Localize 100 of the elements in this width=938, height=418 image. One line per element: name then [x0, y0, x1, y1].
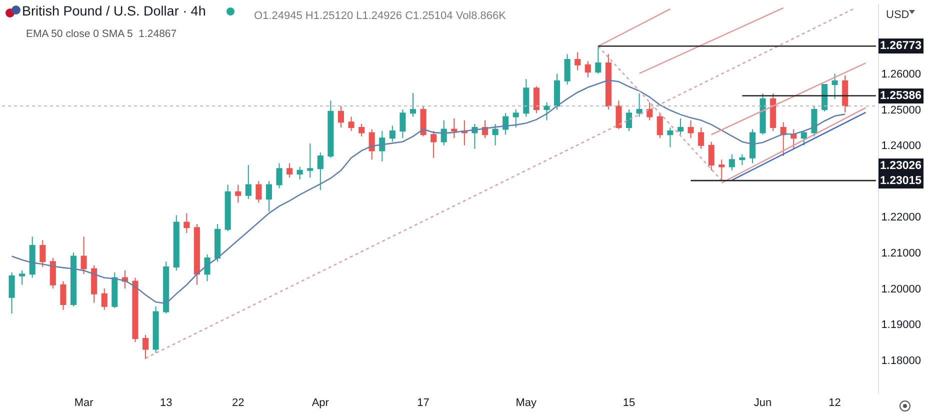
candlestick: [80, 236, 87, 275]
candlestick: [276, 162, 282, 189]
legend-label: 1.23015: [880, 175, 922, 187]
candlestick: [358, 123, 365, 137]
candlestick: [368, 128, 375, 160]
candlestick: [523, 78, 530, 118]
candlestick: [595, 46, 602, 74]
candlestick: [739, 154, 746, 166]
candlestick: [40, 240, 46, 268]
candlestick: [656, 112, 663, 139]
candlestick: [338, 105, 344, 128]
candlestick: [379, 130, 386, 162]
annotation: EMA 50 close 0 SMA 5 1.24867: [26, 28, 177, 40]
x-tick-label: 17: [417, 397, 430, 409]
candlestick: [451, 118, 458, 139]
candlestick: [184, 212, 190, 234]
candlestick: [29, 236, 36, 278]
candlestick: [780, 122, 786, 157]
series-label: 1.25386: [880, 90, 922, 102]
candlestick: [800, 130, 807, 146]
y-tick-label: 1.19000: [881, 319, 921, 332]
candlestick: [584, 60, 591, 78]
candlestick: [194, 224, 200, 286]
candlestick: [677, 118, 684, 136]
y-tick-label: 1.25000: [881, 104, 921, 116]
candlestick: [688, 120, 694, 139]
text: 1.23026: [880, 160, 922, 172]
y-tick-label: 1.24000: [881, 140, 921, 152]
candlestick: [245, 164, 252, 200]
candlestick: [307, 143, 314, 178]
candlestick: [616, 100, 622, 130]
candlestick: [8, 272, 15, 314]
y-tick-label: 1.21000: [881, 248, 921, 260]
candlestick: [152, 306, 159, 354]
x-tick-label: 15: [622, 397, 636, 409]
candlestick: [544, 102, 550, 121]
y-tick-label: 1.26000: [881, 68, 921, 81]
candlestick: [112, 272, 118, 309]
x-tick-label: Jun: [754, 397, 772, 409]
candlestick: [91, 264, 98, 304]
candlestick: [142, 334, 149, 360]
x-tick-label: Mar: [74, 397, 94, 409]
candlestick: [626, 109, 632, 132]
candlestick: [636, 92, 642, 118]
x-tick-label: 22: [232, 397, 244, 409]
candlestick: [286, 162, 293, 178]
x-tick-label: May: [516, 397, 538, 409]
candlestick: [224, 184, 231, 232]
candlestick: [564, 54, 570, 85]
candlestick: [646, 102, 653, 121]
chart-title: British Pound / U.S. Dollar · 4h: [22, 3, 206, 18]
candlestick: [266, 180, 272, 212]
candlestick: [811, 105, 818, 137]
candlestick: [348, 116, 354, 132]
x-tick-label: Apr: [312, 397, 330, 409]
candlestick: [502, 112, 509, 136]
x-tick-label: 12: [828, 397, 841, 409]
candlestick: [770, 92, 776, 132]
candlestick: [204, 254, 210, 282]
y-tick-label: 1.20000: [881, 283, 921, 296]
candlestick: [101, 288, 108, 310]
candlestick: [132, 277, 138, 343]
candlestick: [718, 159, 725, 182]
candlestick: [708, 141, 714, 171]
candlestick: [821, 84, 828, 112]
candlestick: [832, 73, 838, 100]
y-axis-title: USD: [886, 9, 910, 21]
candlestick: [410, 92, 416, 118]
candlestick: [728, 154, 735, 171]
candlestick: [256, 180, 262, 204]
candlestick: [70, 252, 77, 307]
candlestick: [389, 125, 396, 142]
candlestick: [173, 214, 180, 272]
candlestick: [317, 152, 324, 191]
candlestick: [430, 130, 437, 158]
candlestick: [440, 120, 447, 146]
x-tick-label: 13: [160, 397, 172, 409]
series-label: 1.26773: [880, 40, 922, 52]
candlestick: [574, 52, 581, 71]
candlestick: [667, 126, 674, 148]
candlestick: [790, 128, 797, 150]
candlestick: [19, 270, 26, 286]
candlestick: [533, 86, 540, 114]
y-tick-label: 1.22000: [881, 212, 921, 224]
candlestick: [60, 280, 66, 310]
candlestick: [698, 126, 704, 150]
candlestick: [400, 109, 406, 139]
candlestick: [492, 123, 498, 146]
candlestick: [163, 261, 170, 314]
candlestick: [328, 100, 334, 158]
y-tick-label: 1.18000: [881, 354, 921, 367]
candlestick: [420, 105, 426, 137]
candlestick: [749, 128, 756, 164]
candlestick: [760, 92, 766, 136]
candlestick: [461, 120, 468, 146]
annotation: O1.24945 H1.25120 L1.24926 C1.25104 Vol8.866K: [254, 10, 507, 22]
line-series: [11, 80, 846, 304]
candlestick: [214, 224, 221, 262]
candlestick: [605, 54, 612, 110]
candlestick: [296, 166, 303, 180]
